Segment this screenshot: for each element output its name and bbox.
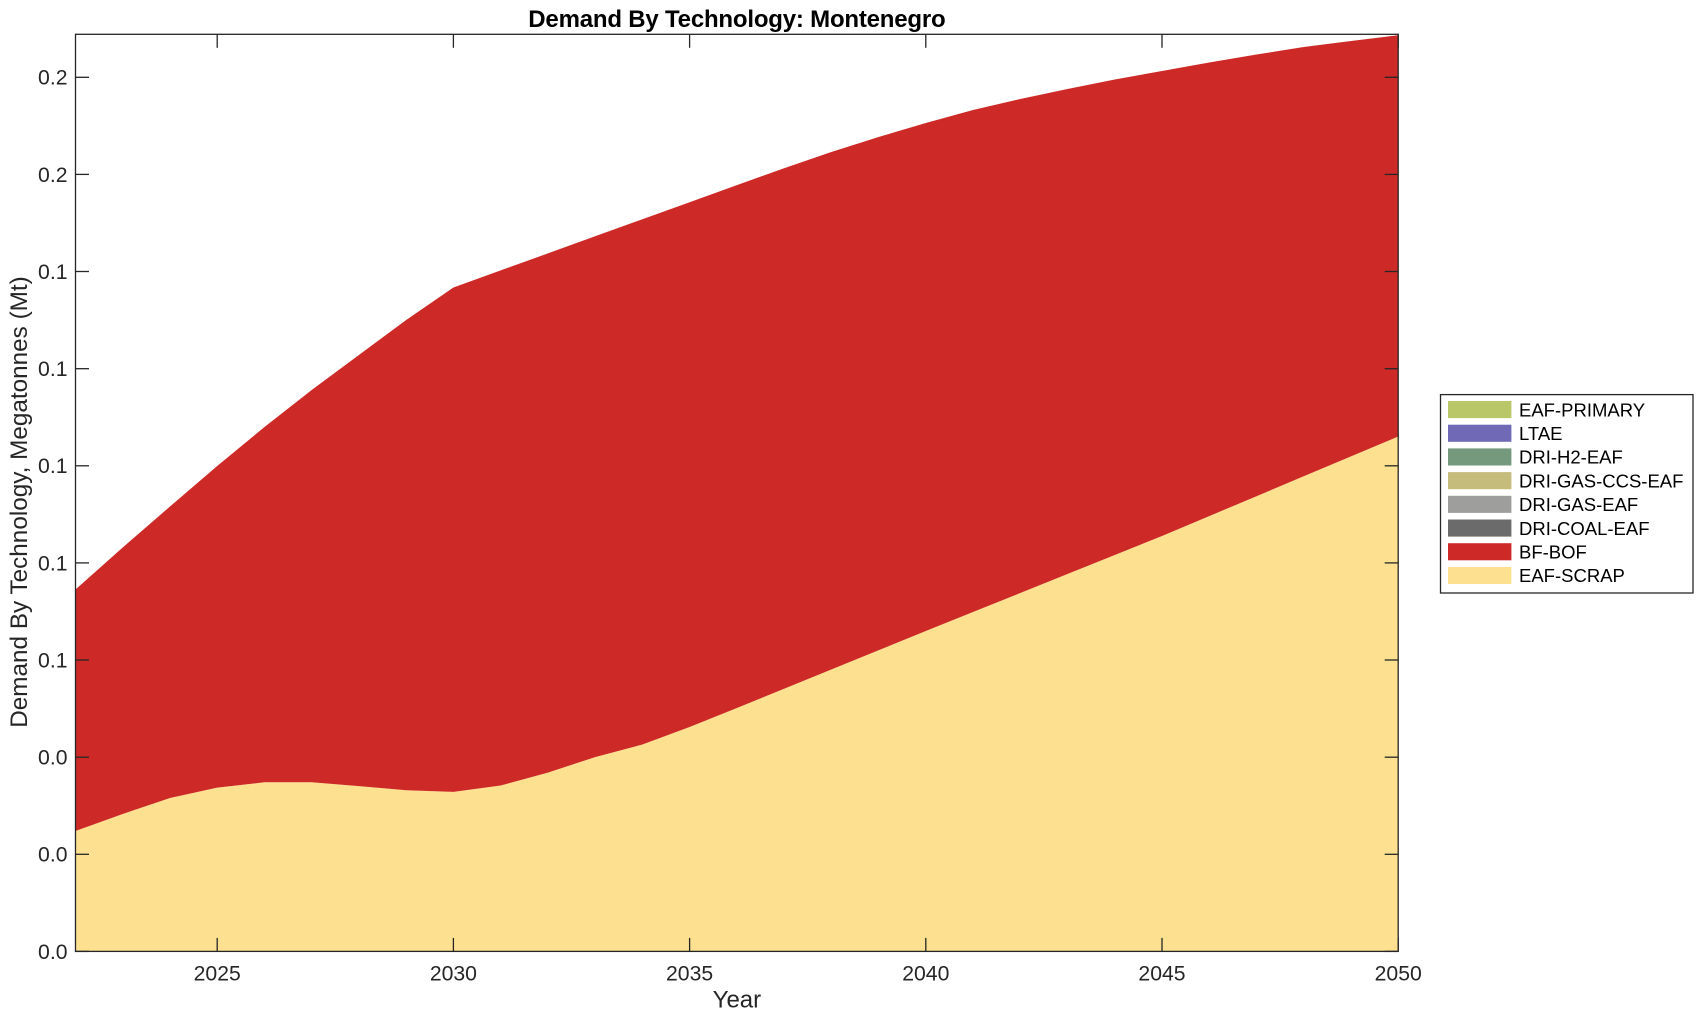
svg-text:0.1: 0.1 bbox=[38, 455, 67, 478]
svg-text:DRI-GAS-EAF: DRI-GAS-EAF bbox=[1519, 494, 1638, 515]
svg-text:LTAE: LTAE bbox=[1519, 423, 1563, 444]
svg-text:DRI-GAS-CCS-EAF: DRI-GAS-CCS-EAF bbox=[1519, 470, 1683, 491]
svg-text:Demand By Technology, Megatonn: Demand By Technology, Megatonnes (Mt) bbox=[6, 276, 33, 728]
svg-text:0.1: 0.1 bbox=[38, 649, 67, 672]
svg-text:DRI-H2-EAF: DRI-H2-EAF bbox=[1519, 447, 1623, 468]
svg-text:0.2: 0.2 bbox=[38, 164, 67, 187]
svg-text:0.1: 0.1 bbox=[38, 358, 67, 381]
svg-text:2025: 2025 bbox=[194, 962, 241, 985]
svg-text:0.2: 0.2 bbox=[38, 67, 67, 90]
svg-text:EAF-SCRAP: EAF-SCRAP bbox=[1519, 565, 1625, 586]
svg-text:Year: Year bbox=[713, 987, 762, 1014]
svg-text:0.0: 0.0 bbox=[38, 844, 67, 867]
svg-text:2045: 2045 bbox=[1138, 962, 1185, 985]
svg-text:BF-BOF: BF-BOF bbox=[1519, 542, 1587, 563]
svg-text:2040: 2040 bbox=[902, 962, 949, 985]
svg-text:EAF-PRIMARY: EAF-PRIMARY bbox=[1519, 399, 1645, 420]
svg-text:Demand By Technology: Monteneg: Demand By Technology: Montenegro bbox=[528, 6, 945, 33]
svg-text:2050: 2050 bbox=[1375, 962, 1422, 985]
svg-text:0.0: 0.0 bbox=[38, 747, 67, 770]
svg-text:2035: 2035 bbox=[666, 962, 713, 985]
svg-text:2030: 2030 bbox=[430, 962, 477, 985]
svg-text:0.1: 0.1 bbox=[38, 261, 67, 284]
svg-text:0.1: 0.1 bbox=[38, 552, 67, 575]
svg-text:0.0: 0.0 bbox=[38, 941, 67, 964]
svg-text:DRI-COAL-EAF: DRI-COAL-EAF bbox=[1519, 518, 1650, 539]
